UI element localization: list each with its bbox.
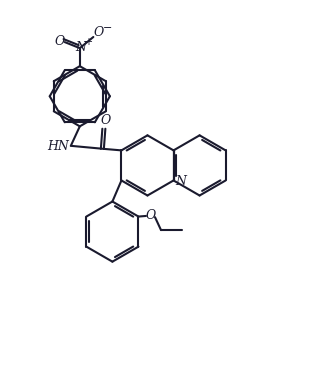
Text: +: + bbox=[84, 36, 92, 47]
Text: HN: HN bbox=[47, 140, 69, 153]
Text: O: O bbox=[55, 35, 65, 48]
Text: N: N bbox=[75, 41, 86, 54]
Text: O: O bbox=[100, 115, 110, 127]
Text: O: O bbox=[146, 208, 156, 222]
Text: O: O bbox=[94, 26, 104, 39]
Text: −: − bbox=[103, 23, 113, 33]
Text: N: N bbox=[175, 174, 187, 188]
